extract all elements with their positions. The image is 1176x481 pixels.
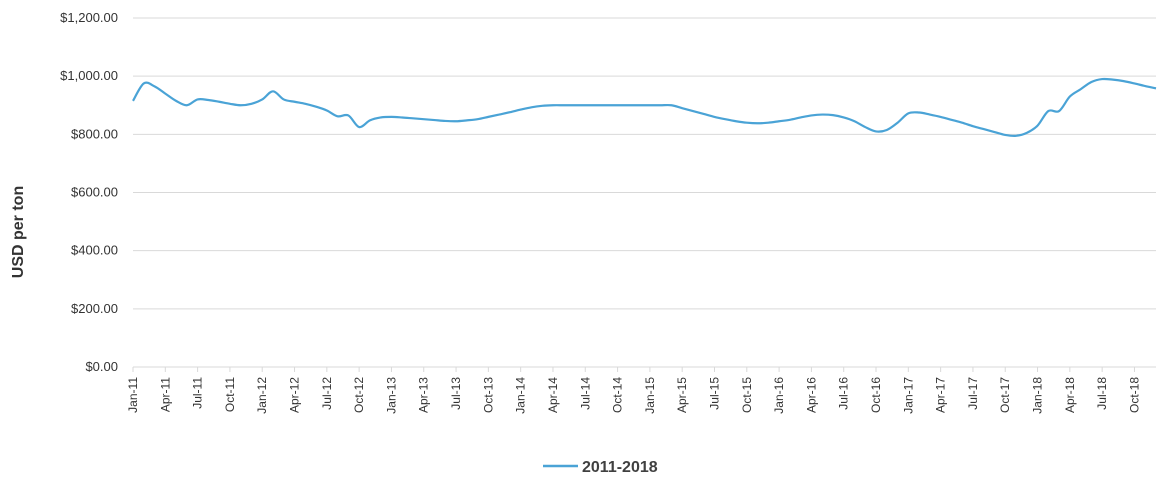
x-tick-label: Apr-18	[1063, 377, 1077, 413]
x-tick-label: Oct-14	[611, 377, 625, 413]
y-tick-label: $1,000.00	[60, 68, 118, 83]
legend-label: 2011-2018	[582, 459, 658, 476]
x-tick-label: Jan-12	[255, 377, 269, 414]
series-layer	[132, 77, 1157, 137]
series-line	[132, 77, 1157, 137]
x-tick-label: Apr-12	[288, 377, 302, 413]
x-tick-label: Jul-14	[578, 377, 592, 410]
y-tick-label: $600.00	[71, 185, 118, 200]
x-tick-label: Jan-18	[1031, 377, 1045, 414]
x-tick-label: Jan-14	[514, 377, 528, 414]
x-tick-label: Jul-18	[1095, 377, 1109, 410]
gridlines	[133, 17, 1156, 368]
x-tick-label: Jul-11	[191, 377, 205, 409]
x-tick-label: Apr-17	[934, 377, 948, 413]
y-axis-ticks: $0.00 $200.00 $400.00 $600.00 $800.00 $1,000.…	[60, 10, 118, 374]
y-tick-label: $1,200.00	[60, 10, 118, 25]
legend: 2011-2018	[543, 459, 658, 476]
x-tick-label: Apr-16	[804, 377, 818, 413]
y-tick-label: $400.00	[71, 243, 118, 258]
x-tick-label: Apr-14	[546, 377, 560, 413]
x-tick-label: Jul-17	[966, 377, 980, 410]
x-tick-label: Jul-15	[707, 377, 721, 410]
x-tick-label: Jan-17	[901, 377, 915, 414]
x-tick-label: Jan-16	[772, 377, 786, 414]
x-tick-label: Oct-18	[1127, 377, 1141, 413]
x-tick-label: Apr-13	[417, 377, 431, 413]
y-axis-label: USD per ton	[10, 186, 27, 278]
x-tick-label: Oct-17	[998, 377, 1012, 413]
x-tick-label: Jan-13	[384, 377, 398, 414]
y-tick-label: $0.00	[85, 359, 118, 374]
x-tick-label: Jul-12	[320, 377, 334, 410]
y-tick-label: $200.00	[71, 301, 118, 316]
x-tick-label: Jan-15	[643, 377, 657, 414]
x-tick-label: Apr-15	[675, 377, 689, 413]
x-tick-label: Oct-12	[352, 377, 366, 413]
x-tick-label: Jul-13	[449, 377, 463, 410]
x-tick-label: Jan-11	[126, 377, 140, 413]
x-tick-label: Oct-13	[481, 377, 495, 413]
x-tick-label: Oct-11	[223, 377, 237, 412]
x-axis-ticks: Jan-11 Apr-11 Jul-11 Oct-11 Jan-12 Apr-12 Jul-…	[126, 367, 1141, 414]
y-tick-label: $800.00	[71, 126, 118, 141]
x-tick-label: Apr-11	[158, 377, 172, 412]
x-tick-label: Jul-16	[837, 377, 851, 410]
x-tick-label: Oct-16	[869, 377, 883, 413]
x-tick-label: Oct-15	[740, 377, 754, 413]
